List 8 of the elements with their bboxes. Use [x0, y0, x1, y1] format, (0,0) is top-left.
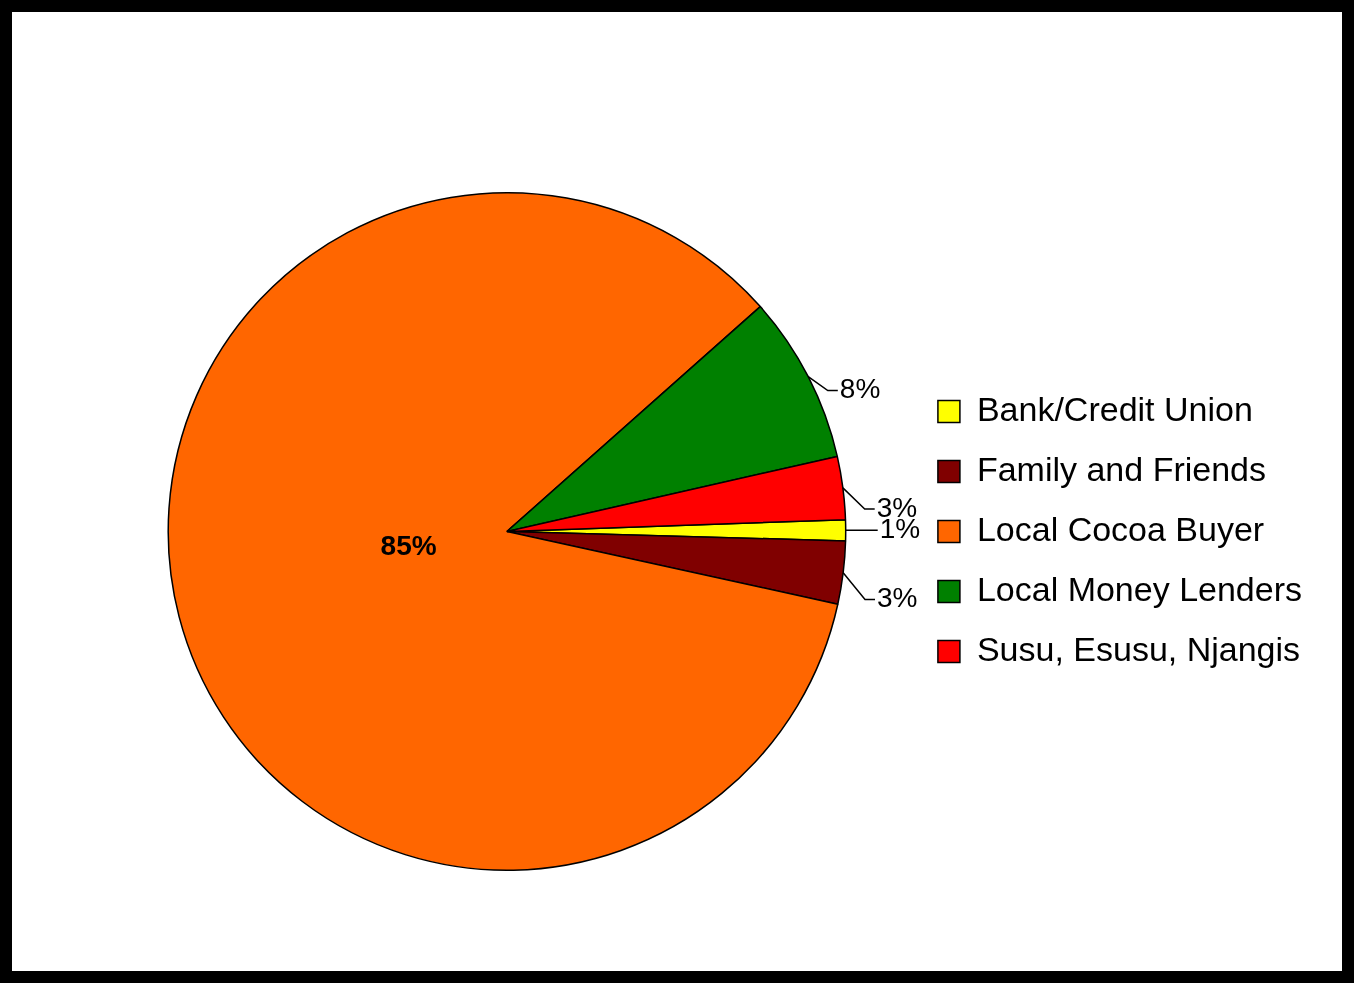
- legend-label: Bank/Credit Union: [976, 389, 1253, 428]
- data-label: 8%: [839, 373, 881, 405]
- legend-label: Susu, Esusu, Njangis: [976, 629, 1301, 668]
- legend-label: Local Money Lenders: [976, 569, 1302, 608]
- data-label: 3%: [877, 582, 918, 614]
- legend-label: Family and Friends: [976, 449, 1267, 488]
- data-label: 85%: [380, 529, 437, 561]
- legend-label: Local Cocoa Buyer: [976, 509, 1265, 548]
